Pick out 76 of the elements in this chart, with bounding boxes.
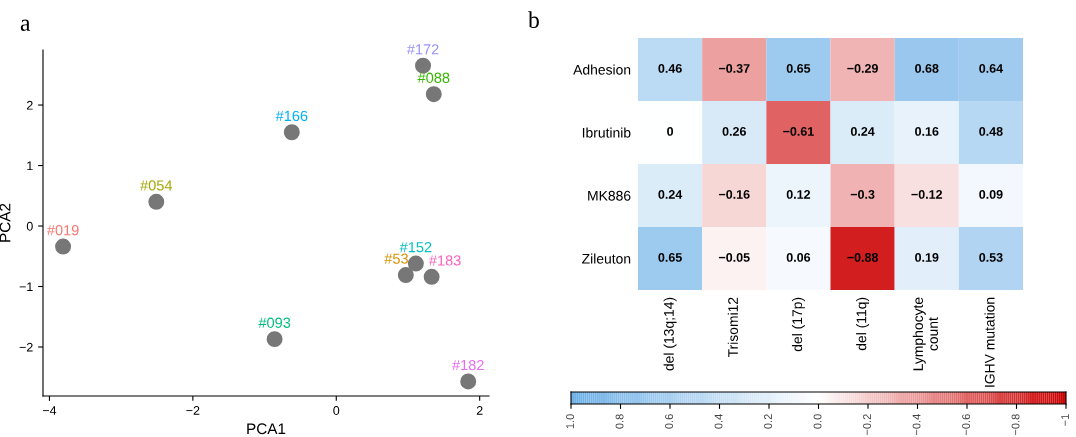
- point: [397, 267, 414, 283]
- x-tick-label: IGHV mutation: [984, 297, 995, 387]
- point: [283, 124, 300, 141]
- color-bar-label: −1: [1061, 414, 1069, 426]
- data-label: −0.88: [847, 253, 879, 262]
- data-label: 0: [667, 127, 674, 136]
- data-label: 0.24: [658, 190, 683, 199]
- color-bar-label: 0.6: [665, 414, 673, 429]
- data-label: 0.46: [658, 64, 682, 73]
- y-tick-label: Zileuton: [582, 253, 631, 264]
- data-label: −0.29: [847, 64, 878, 73]
- annotation: #088: [417, 72, 450, 83]
- x-tick-label: Lymphocyte count: [912, 297, 938, 371]
- x-tick-label: del (17p): [791, 297, 805, 352]
- y-tick-label: 2: [26, 100, 33, 110]
- x-tick-label: −4: [42, 406, 57, 415]
- color-bar-label: 0.4: [714, 414, 723, 429]
- y-tick-label: MK886: [588, 190, 631, 201]
- data-label: 0.24: [850, 127, 875, 136]
- point: [55, 238, 72, 255]
- annotation: #019: [46, 225, 79, 236]
- x-tick-label: Trisomi12: [727, 297, 738, 358]
- y-tick-label: Adhesion: [573, 64, 631, 75]
- x-tick-label: 2: [476, 406, 483, 415]
- color-bar-label: −0.2: [863, 414, 871, 436]
- data-label: 0.26: [722, 127, 746, 136]
- color-bar-label: −0.4: [912, 414, 921, 436]
- chart-title: a: [20, 19, 31, 31]
- point: [425, 86, 442, 103]
- data-label: 0.06: [786, 253, 811, 262]
- annotation: #054: [140, 180, 173, 191]
- annotation: #172: [406, 44, 439, 55]
- data-label: −0.3: [850, 190, 875, 199]
- color-bar-label: 1.0: [566, 414, 574, 429]
- y-tick-label: 0: [26, 221, 33, 231]
- annotation: #093: [258, 317, 291, 328]
- annotation: #166: [275, 110, 308, 122]
- y-tick-label: −1: [19, 282, 33, 292]
- x-tick-label: 0: [333, 406, 340, 415]
- data-label: 0.19: [915, 253, 939, 262]
- y-tick-label: Ibrutinib: [582, 127, 631, 138]
- chart-title: b: [528, 11, 539, 28]
- color-bar-label: −0.8: [1011, 414, 1020, 436]
- point: [460, 373, 477, 390]
- data-label: 0.68: [915, 64, 939, 73]
- y-axis-title: PCA2: [0, 203, 11, 242]
- x-tick-label: −2: [186, 406, 200, 415]
- x-tick-label: del (11q): [856, 297, 870, 351]
- data-label: 0.53: [979, 253, 1003, 262]
- point: [407, 255, 424, 272]
- color-bar-label: 0.8: [615, 414, 624, 429]
- annotation: #183: [428, 255, 461, 266]
- data-label: 0.09: [979, 190, 1003, 199]
- point: [148, 193, 165, 210]
- data-label: −0.61: [783, 127, 814, 136]
- annotation: #53: [384, 253, 408, 264]
- data-label: −0.37: [718, 64, 750, 73]
- color-bar-label: −0.6: [962, 414, 970, 436]
- annotation: #182: [452, 359, 484, 371]
- data-label: 0.48: [979, 127, 1003, 136]
- point: [423, 268, 440, 285]
- point: [266, 331, 283, 348]
- x-tick-label: del (13q;14): [663, 297, 677, 371]
- color-bar-label: 0.2: [764, 414, 772, 429]
- data-label: 0.65: [786, 64, 811, 73]
- data-label: −0.16: [718, 190, 750, 199]
- data-label: 0.64: [979, 64, 1004, 73]
- data-label: −0.12: [911, 190, 943, 199]
- y-tick-label: 1: [27, 161, 33, 171]
- annotation: #152: [399, 241, 432, 253]
- data-label: −0.05: [718, 253, 750, 262]
- color-bar-label: 0.0: [813, 414, 822, 429]
- data-label: 0.12: [786, 190, 811, 199]
- x-axis-title: PCA1: [247, 423, 286, 435]
- data-label: 0.16: [915, 127, 939, 136]
- data-label: 0.65: [658, 253, 682, 262]
